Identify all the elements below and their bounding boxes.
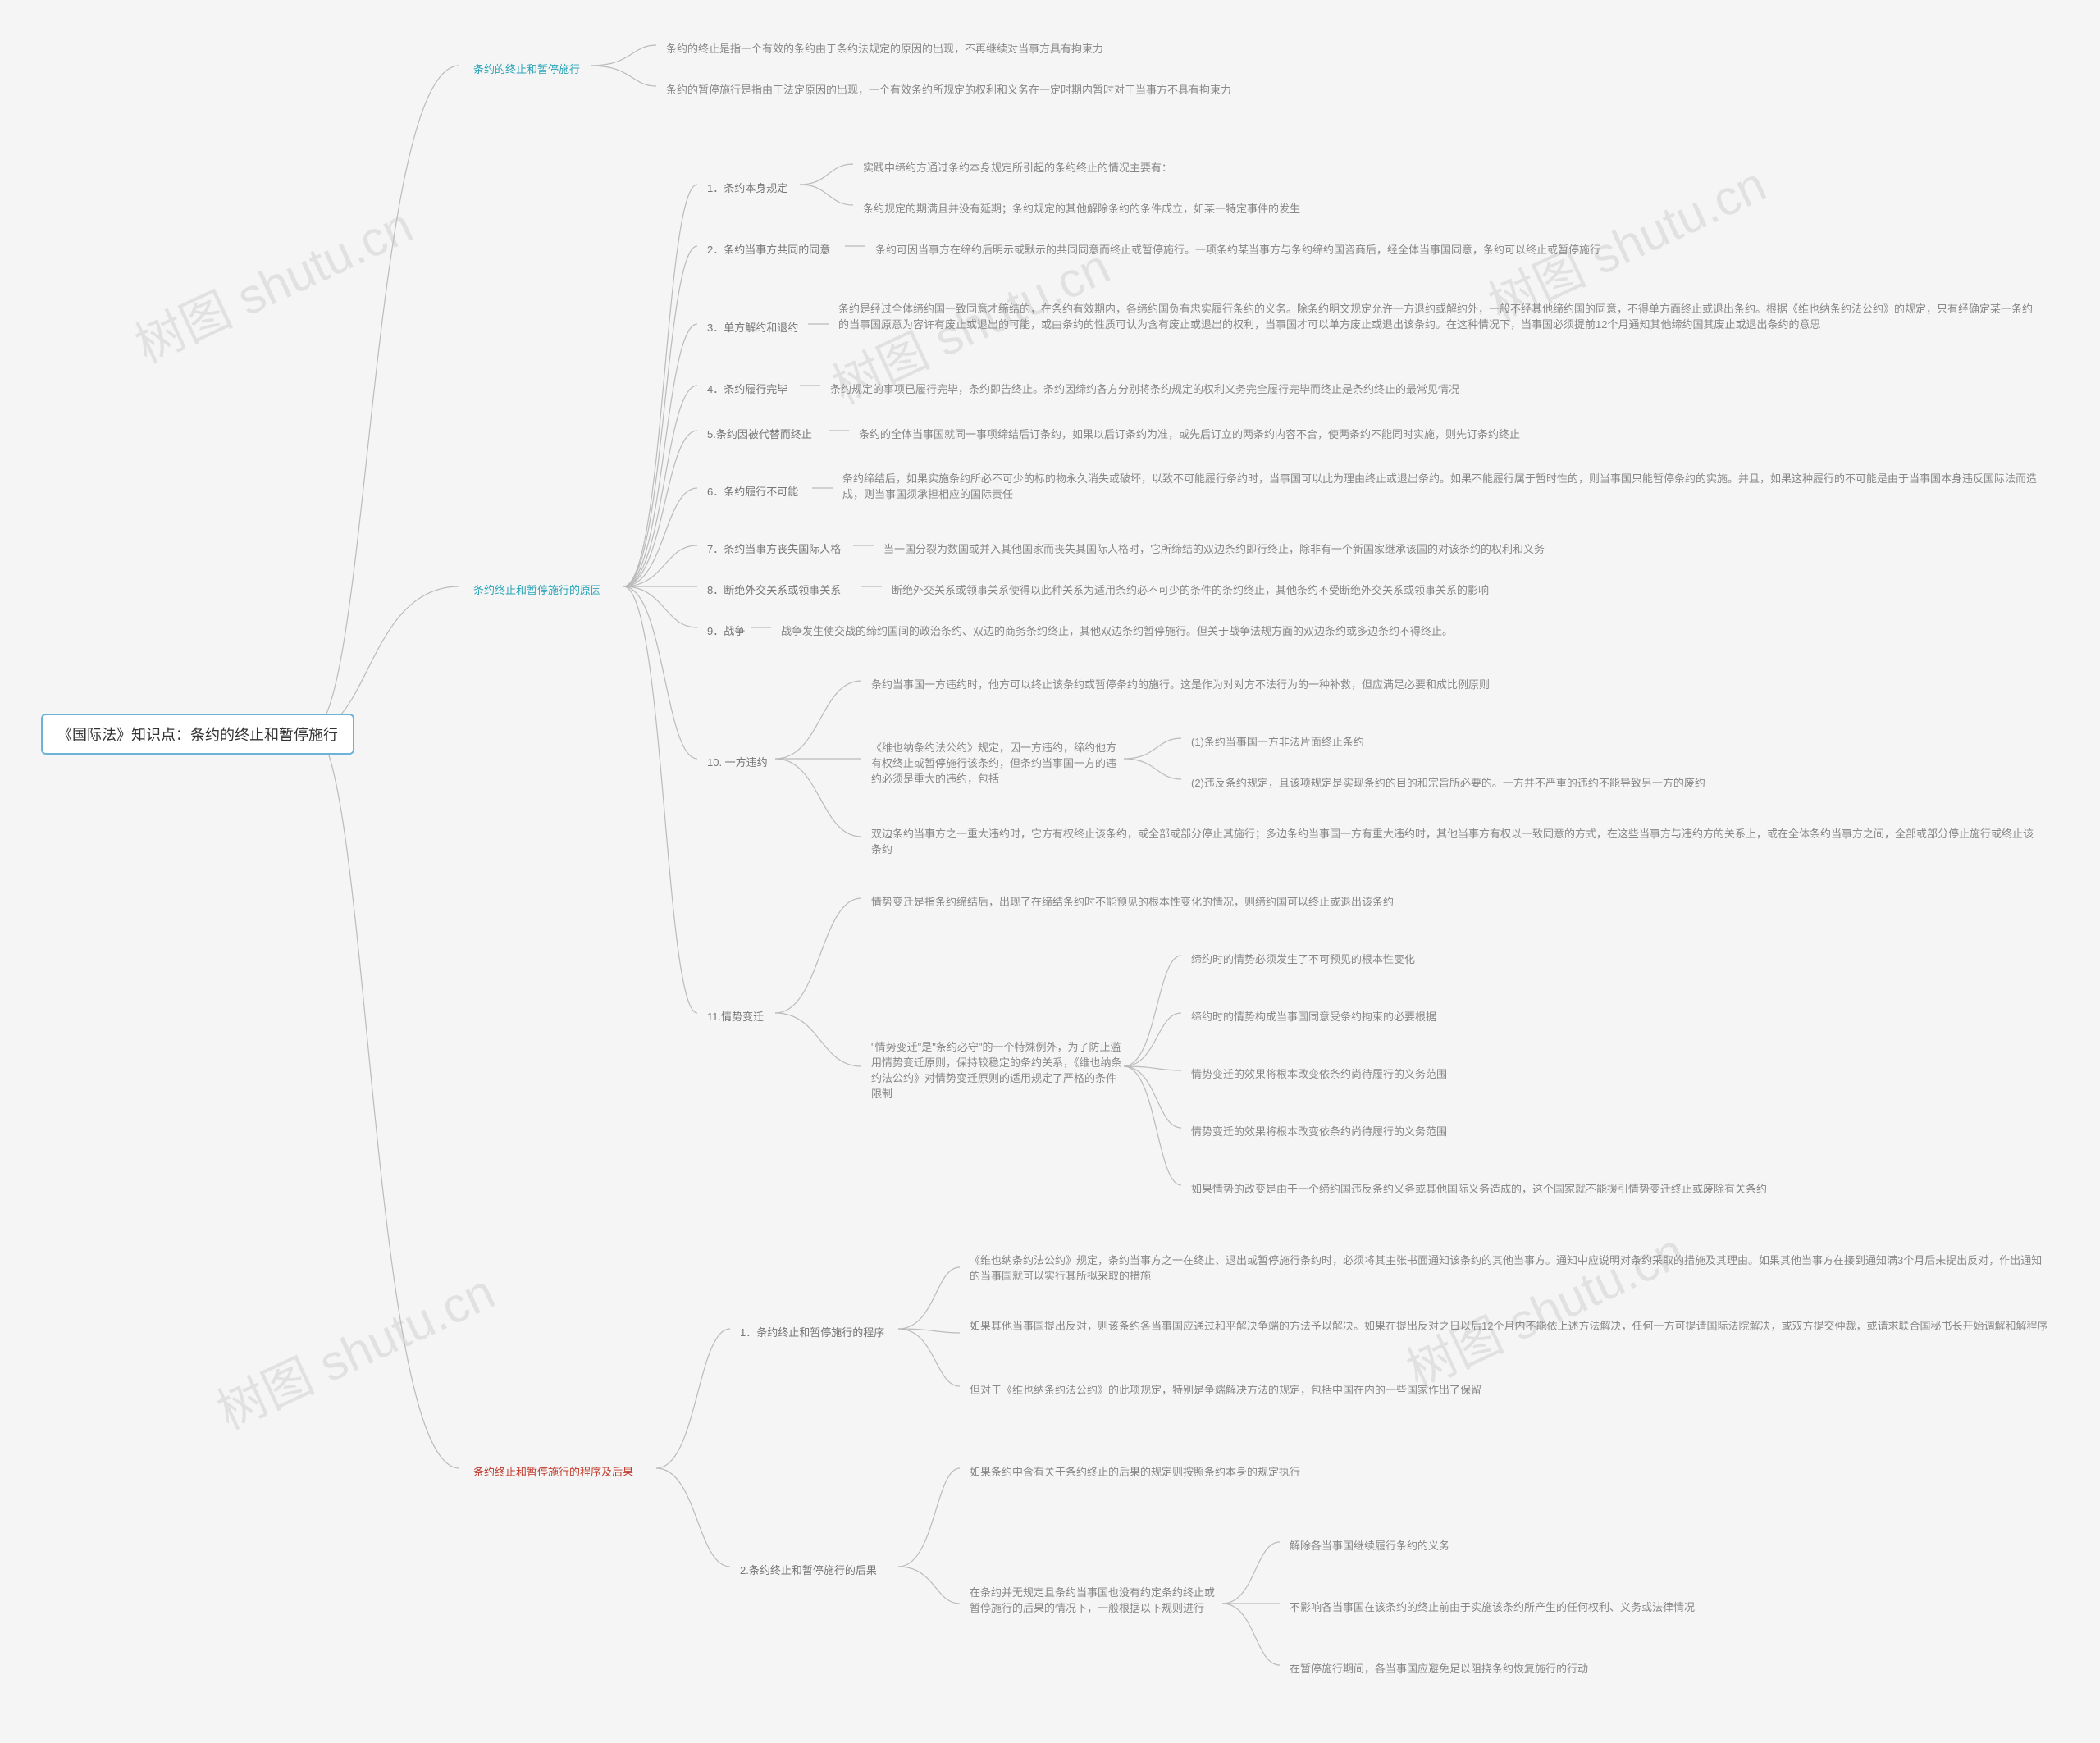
- leaf: 条约的终止是指一个有效的条约由于条约法规定的原因的出现，不再继续对当事方具有拘束…: [656, 35, 1113, 61]
- leaf: 条约可因当事方在缔约后明示或默示的共同同意而终止或暂停施行。一项条约某当事方与条…: [865, 236, 1610, 262]
- leaf: 当一国分裂为数国或并入其他国家而丧失其国际人格时，它所缔结的双边条约即行终止，除…: [874, 536, 1554, 561]
- leaf: 战争发生使交战的缔约国间的政治条约、双边的商务条约终止，其他双边条约暂停施行。但…: [771, 618, 1463, 643]
- leaf: 条约规定的期满且并没有延期；条约规定的其他解除条约的条件成立，如某一特定事件的发…: [853, 195, 1310, 221]
- leaf: 断绝外交关系或领事关系使得以此种关系为适用条约必不可少的条件的条约终止，其他条约…: [882, 577, 1499, 602]
- leaf: "情势变迁"是"条约必守"的一个特殊例外，为了防止滥用情势变迁原则，保持较稳定的…: [861, 1033, 1135, 1106]
- reason-10[interactable]: 10. 一方违约: [697, 749, 778, 774]
- leaf: 条约规定的事项已履行完毕，条约即告终止。条约因缔约各方分别将条约规定的权利义务完…: [820, 376, 1469, 401]
- reason-7[interactable]: 7．条约当事方丧失国际人格: [697, 536, 851, 561]
- leaf: 如果其他当事国提出反对，则该条约各当事国应通过和平解决争端的方法予以解决。如果在…: [960, 1312, 2062, 1338]
- reason-9[interactable]: 9．战争: [697, 618, 755, 643]
- leaf: 条约是经过全体缔约国一致同意才缔结的，在条约有效期内，各缔约国负有忠实履行条约的…: [829, 295, 2046, 336]
- leaf: 情势变迁的效果将根本改变依条约尚待履行的义务范围: [1181, 1118, 1457, 1143]
- leaf: 实践中缔约方通过条约本身规定所引起的条约终止的情况主要有：: [853, 154, 1182, 180]
- leaf: 不影响各当事国在该条约的终止前由于实施该条约所产生的任何权利、义务或法律情况: [1280, 1594, 1705, 1619]
- reason-3[interactable]: 3．单方解约和退约: [697, 314, 808, 340]
- watermark: 树图 shutu.cn: [204, 1252, 504, 1443]
- leaf: 情势变迁的效果将根本改变依条约尚待履行的义务范围: [1181, 1061, 1457, 1086]
- leaf: 缔约时的情势构成当事国同意受条约拘束的必要根据: [1181, 1003, 1446, 1029]
- leaf: 但对于《维也纳条约法公约》的此项规定，特别是争端解决方法的规定，包括中国在内的一…: [960, 1376, 1491, 1402]
- leaf: 条约缔结后，如果实施条约所必不可少的标的物永久消失或破坏，以致不可能履行条约时，…: [833, 465, 2050, 506]
- reason-6[interactable]: 6．条约履行不可能: [697, 478, 808, 504]
- leaf: 解除各当事国继续履行条约的义务: [1280, 1532, 1459, 1558]
- reason-8[interactable]: 8．断绝外交关系或领事关系: [697, 577, 851, 602]
- mindmap-canvas: 树图 shutu.cn 树图 shutu.cn 树图 shutu.cn 树图 s…: [0, 0, 2100, 1743]
- leaf: 《维也纳条约法公约》规定，因一方违约，缔约他方有权终止或暂停施行该条约，但条约当…: [861, 734, 1135, 791]
- leaf: 缔约时的情势必须发生了不可预见的根本性变化: [1181, 946, 1425, 971]
- leaf: (1)条约当事国一方非法片面终止条约: [1181, 728, 1374, 754]
- leaf: 条约的全体当事国就同一事项缔结后订条约，如果以后订条约为准，或先后订立的两条约内…: [849, 421, 1530, 446]
- leaf: 如果情势的改变是由于一个缔约国违反条约义务或其他国际义务造成的，这个国家就不能援…: [1181, 1175, 1777, 1201]
- leaf: 在暂停施行期间，各当事国应避免足以阻挠条约恢复施行的行动: [1280, 1655, 1598, 1681]
- leaf: 条约当事国一方违约时，他方可以终止该条约或暂停条约的施行。这是作为对对方不法行为…: [861, 671, 1500, 696]
- reason-11[interactable]: 11.情势变迁: [697, 1003, 774, 1029]
- watermark: 树图 shutu.cn: [122, 186, 422, 376]
- reason-4[interactable]: 4．条约履行完毕: [697, 376, 797, 401]
- reason-5[interactable]: 5.条约因被代替而终止: [697, 421, 822, 446]
- branch-termination-suspension[interactable]: 条约的终止和暂停施行: [463, 56, 590, 81]
- reason-2[interactable]: 2．条约当事方共同的同意: [697, 236, 840, 262]
- branch-reasons[interactable]: 条约终止和暂停施行的原因: [463, 577, 611, 602]
- procedure-2[interactable]: 2.条约终止和暂停施行的后果: [730, 1557, 887, 1582]
- procedure-1[interactable]: 1．条约终止和暂停施行的程序: [730, 1319, 894, 1344]
- branch-procedure-consequences[interactable]: 条约终止和暂停施行的程序及后果: [463, 1458, 643, 1484]
- leaf: 双边条约当事方之一重大违约时，它方有权终止该条约，或全部或部分停止其施行；多边条…: [861, 820, 2046, 861]
- leaf: 情势变迁是指条约缔结后，出现了在缔结条约时不能预见的根本性变化的情况，则缔约国可…: [861, 888, 1404, 914]
- watermark: 树图 shutu.cn: [1394, 1211, 1694, 1402]
- leaf: 《维也纳条约法公约》规定，条约当事方之一在终止、退出或暂停施行条约时，必须将其主…: [960, 1247, 2062, 1288]
- leaf: 在条约并无规定且条约当事国也没有约定条约终止或暂停施行的后果的情况下，一般根据以…: [960, 1579, 1234, 1620]
- leaf: 条约的暂停施行是指由于法定原因的出现，一个有效条约所规定的权利和义务在一定时期内…: [656, 76, 1241, 102]
- reason-1[interactable]: 1．条约本身规定: [697, 175, 797, 200]
- leaf: (2)违反条约规定，且该项规定是实现条约的目的和宗旨所必要的。一方并不严重的违约…: [1181, 769, 1715, 795]
- leaf: 如果条约中含有关于条约终止的后果的规定则按照条约本身的规定执行: [960, 1458, 1310, 1484]
- mindmap-root[interactable]: 《国际法》知识点：条约的终止和暂停施行: [41, 714, 354, 755]
